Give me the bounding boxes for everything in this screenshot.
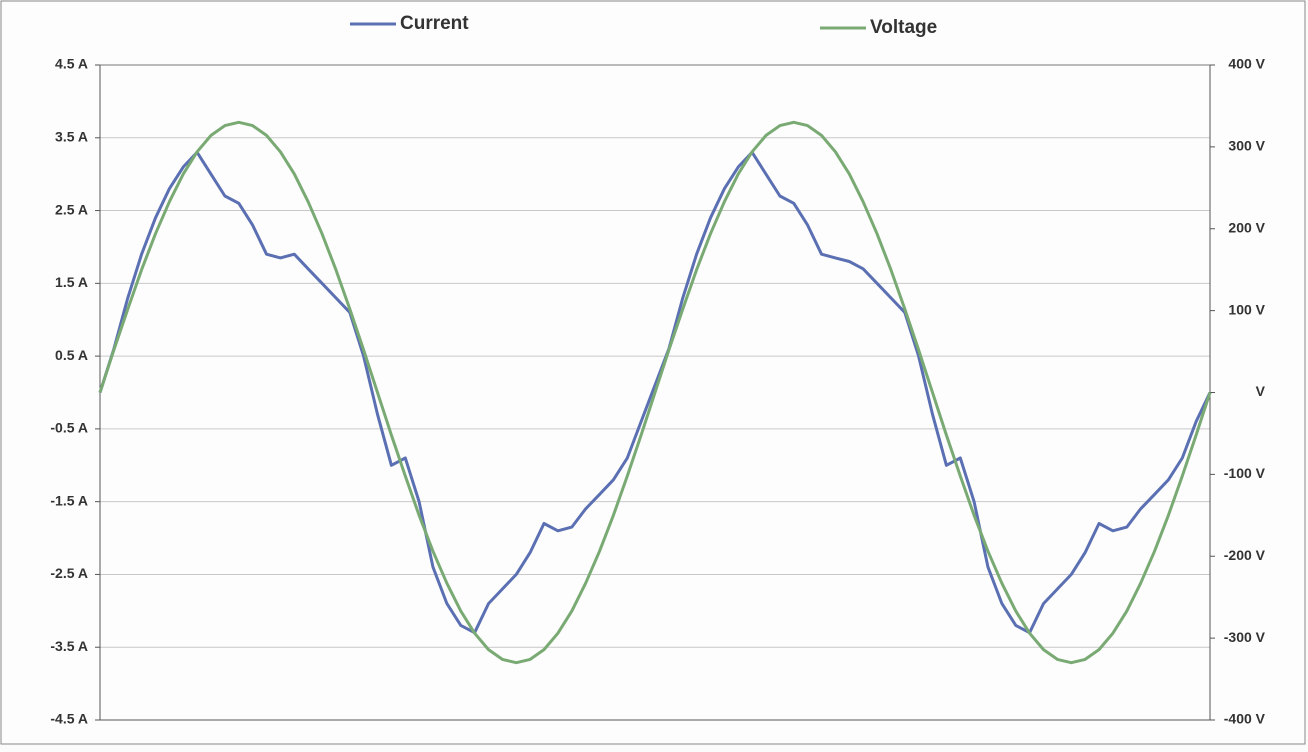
y-tick-label: -3.5 A (50, 638, 88, 654)
legend-text: Voltage (870, 17, 937, 38)
series-line (98, 120, 1212, 665)
y-tick-label: -2.5 A (50, 565, 88, 581)
y2-tick-label: 100 V (1228, 301, 1265, 317)
y2-tick-label: -200 V (1224, 547, 1266, 563)
y2-tick-label: -100 V (1224, 465, 1266, 481)
y-tick-label: 1.5 A (55, 274, 88, 290)
y2-tick-label: 400 V (1228, 56, 1265, 72)
y-tick-label: -4.5 A (50, 711, 88, 727)
y2-tick-label: 200 V (1228, 219, 1265, 235)
y2-tick-label: 300 V (1228, 138, 1265, 154)
y-tick-label: 2.5 A (55, 201, 88, 217)
y-tick-label: 0.5 A (55, 347, 88, 363)
y-tick-label: -0.5 A (50, 420, 88, 436)
y-tick-label: 4.5 A (55, 56, 88, 72)
legend-text: Current (400, 13, 469, 34)
y2-tick-label: V (1256, 383, 1266, 399)
y-tick-label: -1.5 A (50, 492, 88, 508)
series-line (98, 150, 1212, 635)
y2-tick-label: -400 V (1224, 711, 1266, 727)
y-tick-label: 3.5 A (55, 128, 88, 144)
y2-tick-label: -300 V (1224, 629, 1266, 645)
